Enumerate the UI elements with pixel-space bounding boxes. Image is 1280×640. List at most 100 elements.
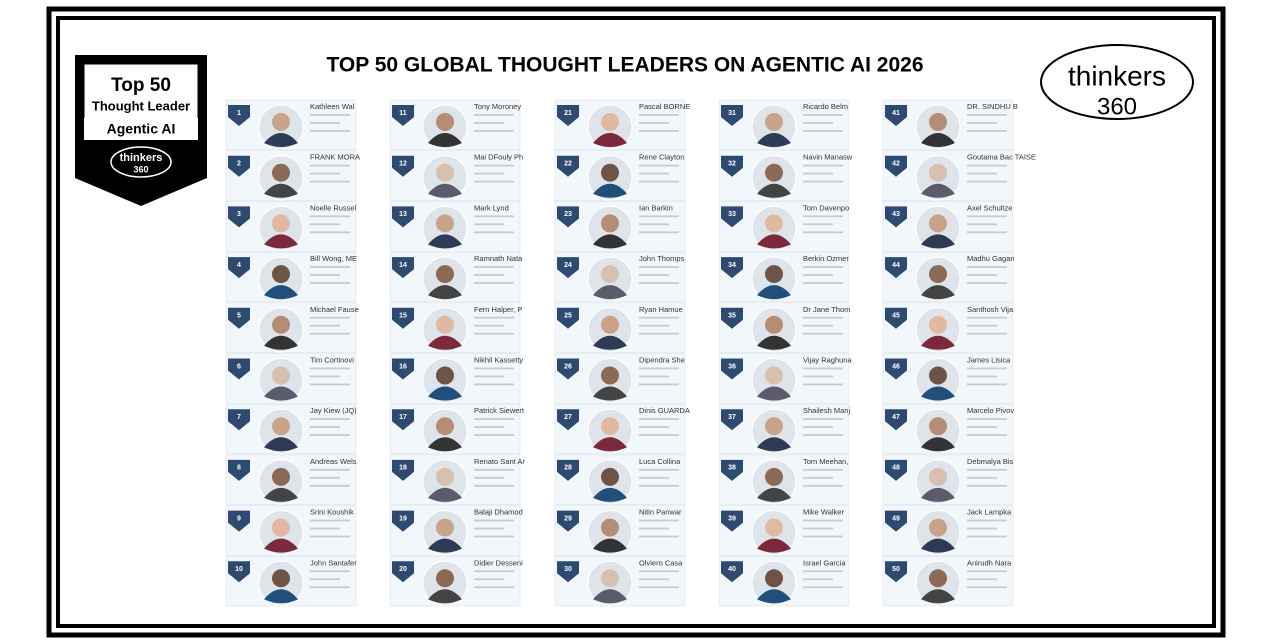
rank: 36	[728, 363, 736, 370]
badge-brand-num: 360	[133, 164, 148, 174]
detail-line	[803, 367, 843, 370]
avatar-body	[428, 183, 462, 198]
detail-line	[474, 586, 514, 589]
rank: 16	[399, 363, 407, 370]
detail-line	[310, 332, 350, 335]
leader-name: DR. SINDHU B	[967, 102, 1018, 111]
avatar-body	[593, 335, 627, 350]
avatar-body	[921, 285, 955, 300]
detail-line	[967, 468, 1007, 471]
avatar-body	[428, 285, 462, 300]
detail-line	[474, 468, 514, 471]
detail-line	[803, 476, 833, 479]
detail-line	[639, 114, 679, 116]
avatar-body	[593, 487, 627, 502]
detail-line	[967, 476, 997, 479]
rank: 10	[235, 566, 243, 573]
leader-name: Michael Fause	[310, 305, 359, 314]
detail-line	[310, 578, 340, 581]
avatar-body	[921, 589, 955, 604]
detail-line	[803, 578, 833, 581]
rank-ribbon	[557, 206, 579, 228]
leader-name: Debmalya Bis	[967, 457, 1014, 466]
avatar-body	[593, 437, 627, 452]
avatar-head	[601, 214, 619, 233]
detail-line	[310, 535, 350, 538]
detail-line	[967, 122, 997, 124]
badge-brand: thinkers	[120, 152, 163, 164]
leader-name: Nikhil Kassetty	[474, 355, 523, 364]
detail-line	[310, 231, 350, 234]
detail-line	[639, 476, 669, 479]
rank-ribbon	[885, 510, 907, 532]
rank-ribbon	[721, 459, 743, 481]
rank-ribbon	[392, 459, 414, 481]
leader-name: John Thomps	[639, 254, 685, 263]
detail-line	[474, 172, 504, 175]
rank-ribbon	[392, 257, 414, 279]
rank-ribbon	[885, 561, 907, 583]
detail-line	[803, 223, 833, 226]
avatar-body	[428, 335, 462, 350]
leader-name: James Lisica	[967, 355, 1011, 364]
avatar-head	[436, 265, 454, 284]
detail-line	[310, 172, 340, 175]
detail-line	[639, 484, 679, 487]
avatar-head	[929, 467, 947, 486]
avatar-head	[272, 569, 290, 588]
detail-line	[803, 375, 833, 378]
avatar-head	[765, 163, 783, 182]
rank-ribbon	[392, 358, 414, 380]
detail-line	[639, 172, 669, 175]
rank-ribbon	[228, 307, 250, 329]
avatar-head	[272, 265, 290, 284]
rank: 23	[564, 211, 572, 218]
avatar-body	[757, 487, 791, 502]
rank-ribbon	[721, 105, 743, 126]
avatar-body	[264, 386, 298, 401]
detail-line	[310, 519, 350, 522]
rank: 42	[892, 161, 900, 168]
avatar-head	[929, 569, 947, 588]
rank-ribbon	[721, 561, 743, 583]
detail-line	[639, 130, 679, 132]
rank: 40	[728, 566, 736, 573]
leader-name: Jack Lampka	[967, 508, 1012, 517]
rank-ribbon	[557, 307, 579, 329]
rank: 13	[399, 211, 407, 218]
detail-line	[474, 332, 514, 335]
badge-topic: Agentic AI	[107, 121, 176, 137]
detail-line	[967, 130, 1007, 132]
detail-line	[803, 180, 843, 183]
rank: 33	[728, 211, 736, 218]
detail-line	[803, 215, 843, 218]
rank-ribbon	[885, 358, 907, 380]
avatar-head	[929, 417, 947, 436]
detail-line	[310, 130, 350, 132]
detail-line	[803, 282, 843, 284]
leader-name: Didier Desseni	[474, 558, 523, 567]
detail-line	[310, 367, 350, 370]
leader-name: Navin Manasw	[803, 153, 853, 162]
detail-line	[310, 570, 350, 573]
rank-ribbon	[721, 510, 743, 532]
avatar-head	[765, 417, 783, 436]
leader-name: Mark Lynd	[474, 203, 509, 212]
avatar-head	[272, 214, 290, 233]
avatar-head	[765, 569, 783, 588]
leader-name: Ryan Hamue	[639, 305, 683, 314]
leader-name: Luca Collina	[639, 457, 681, 466]
detail-line	[967, 375, 997, 378]
rank-ribbon	[392, 307, 414, 329]
avatar-head	[929, 518, 947, 537]
rank-ribbon	[885, 307, 907, 329]
logo-brand-num: 360	[1097, 93, 1137, 120]
detail-line	[803, 535, 843, 538]
detail-line	[474, 476, 504, 479]
detail-line	[967, 383, 1007, 386]
avatar-head	[929, 315, 947, 334]
detail-line	[967, 215, 1007, 218]
rank-ribbon	[228, 561, 250, 583]
avatar-head	[929, 214, 947, 233]
detail-line	[310, 375, 340, 378]
